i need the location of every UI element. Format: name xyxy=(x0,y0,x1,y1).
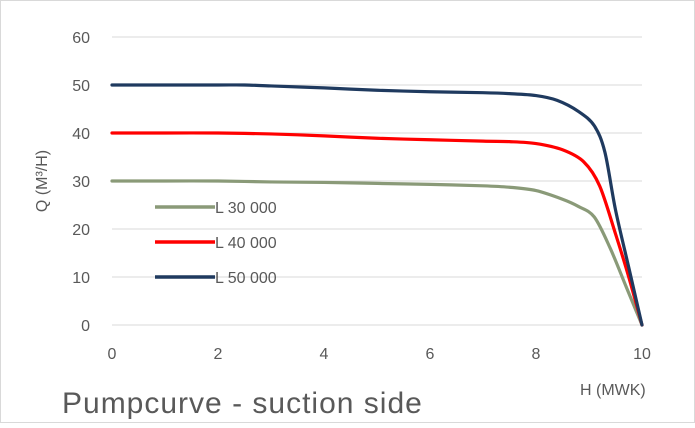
legend-label: L 30 000 xyxy=(215,200,277,217)
y-tick-label: 10 xyxy=(72,270,90,287)
legend-label: L 40 000 xyxy=(215,235,277,252)
y-tick-label: 60 xyxy=(72,30,90,47)
series-line-2 xyxy=(110,131,644,327)
series-line-3 xyxy=(110,83,644,327)
series-line-1 xyxy=(110,179,644,327)
x-tick-label: 8 xyxy=(532,346,541,363)
x-axis-title: H (MWK) xyxy=(580,382,646,399)
tick-labels: 0 10 20 30 40 50 60 0 2 4 6 8 10 xyxy=(72,30,651,363)
x-tick-label: 0 xyxy=(108,346,117,363)
series-lines xyxy=(110,83,644,327)
y-tick-label: 30 xyxy=(72,174,90,191)
x-tick-label: 6 xyxy=(426,346,435,363)
legend: L 30 000 L 40 000 L 50 000 xyxy=(155,200,277,287)
x-tick-label: 10 xyxy=(633,346,651,363)
y-tick-label: 20 xyxy=(72,222,90,239)
y-tick-label: 40 xyxy=(72,126,90,143)
y-tick-label: 0 xyxy=(81,318,90,335)
legend-label: L 50 000 xyxy=(215,270,277,287)
x-tick-label: 2 xyxy=(214,346,223,363)
chart-title: Pumpcurve - suction side xyxy=(62,387,423,420)
x-tick-label: 4 xyxy=(320,346,329,363)
y-tick-label: 50 xyxy=(72,78,90,95)
y-axis-title: Q (M³/H) xyxy=(34,150,51,212)
